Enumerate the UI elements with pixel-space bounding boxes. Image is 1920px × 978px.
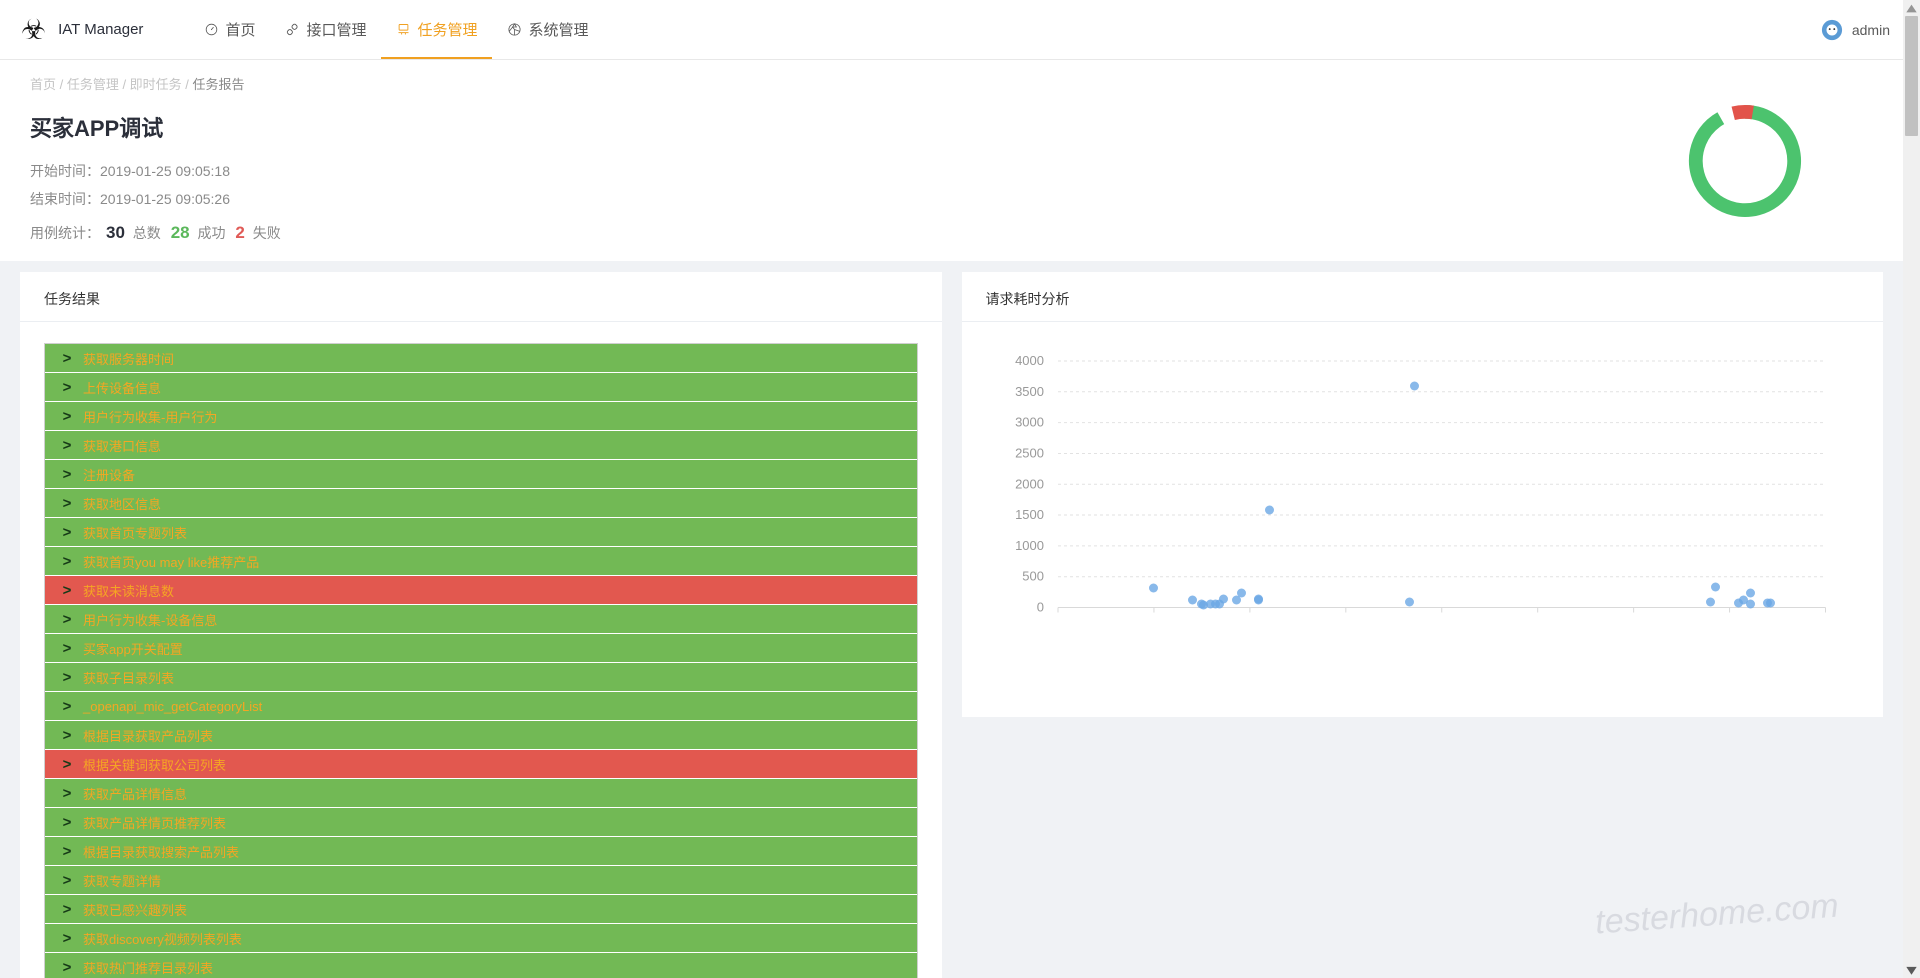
- svg-text:500: 500: [1022, 569, 1044, 584]
- svg-text:1500: 1500: [1015, 507, 1044, 522]
- svg-text:0: 0: [1036, 600, 1043, 615]
- svg-text:3000: 3000: [1015, 415, 1044, 430]
- svg-text:2500: 2500: [1015, 445, 1044, 460]
- svg-text:1000: 1000: [1015, 538, 1044, 553]
- svg-text:2000: 2000: [1015, 476, 1044, 491]
- svg-text:4000: 4000: [1015, 353, 1044, 368]
- svg-text:3500: 3500: [1015, 384, 1044, 399]
